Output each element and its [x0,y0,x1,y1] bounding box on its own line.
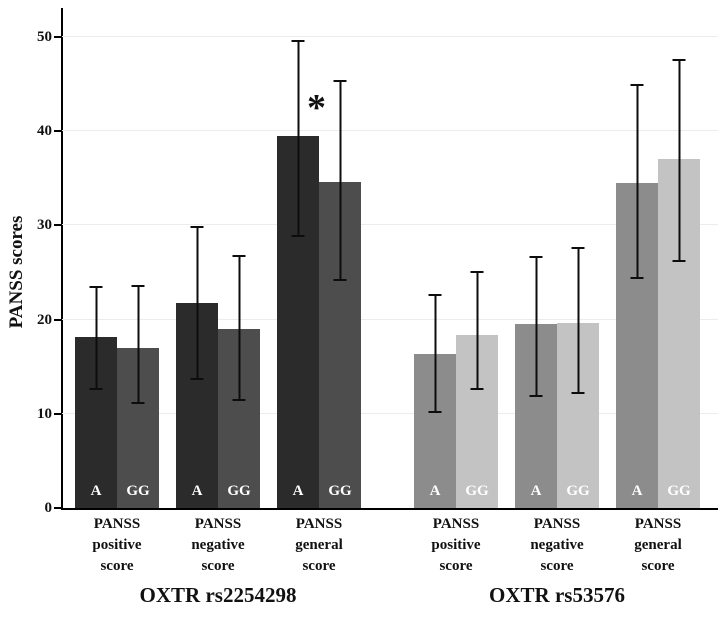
error-bar-rs2254298-general-a [291,39,305,237]
group-label-rs53576: OXTR rs53576 [489,583,625,607]
y-tick-mark [54,130,61,133]
allele-label-rs53576-positive-a: A [429,483,441,499]
y-tick-label: 0 [44,500,53,516]
category-label-rs53576-general: PANSS general score [634,516,682,574]
error-bar-rs2254298-negative-a [190,226,204,380]
group-label-rs2254298: OXTR rs2254298 [139,583,297,607]
allele-label-rs2254298-negative-a: A [191,483,203,499]
allele-label-rs2254298-negative-gg: GG [227,483,251,499]
significance-asterisk: * [306,86,326,129]
gridline [62,224,718,226]
allele-label-rs2254298-general-gg: GG [328,483,352,499]
error-bar-rs2254298-general-gg [333,80,347,281]
y-tick-label: 20 [37,311,52,328]
y-tick-mark [54,507,61,509]
gridline [62,318,718,320]
error-bar-rs2254298-negative-gg [232,254,246,401]
category-label-rs2254298-positive: PANSS positive score [92,516,142,574]
error-bar-rs2254298-positive-gg [131,284,145,405]
category-label-rs2254298-general: PANSS general score [295,516,343,574]
y-tick-mark [54,412,61,415]
y-tick-label: 40 [37,123,52,140]
plot-area: A GG A GG A GG * A GG A GG A GG [62,36,718,508]
y-tick-label: 30 [37,217,52,234]
category-label-rs2254298-negative: PANSS negative score [191,516,245,574]
y-tick-mark [54,36,61,38]
gridline [62,130,718,132]
category-label-rs53576-negative: PANSS negative score [530,516,584,574]
allele-label-rs53576-positive-gg: GG [465,483,489,499]
error-bar-rs53576-negative-a [529,255,543,398]
x-axis-line [61,508,718,510]
gridline [62,412,718,414]
category-label-rs53576-positive: PANSS positive score [431,516,481,574]
error-bar-rs53576-general-a [630,84,644,280]
error-bar-rs53576-negative-gg [571,247,585,395]
y-tick-label: 50 [37,29,52,45]
y-axis-line [61,8,63,510]
bar-rs2254298-positive-gg: GG [117,347,159,508]
allele-label-rs53576-negative-gg: GG [566,483,590,499]
allele-label-rs53576-negative-a: A [530,483,542,499]
error-bar-rs53576-positive-a [428,294,442,413]
y-tick-mark [54,318,61,321]
gridline [62,36,718,37]
allele-label-rs2254298-positive-a: A [90,483,102,499]
y-tick-mark [54,224,61,227]
y-tick-label: 10 [37,405,52,422]
error-bar-rs53576-positive-gg [470,270,484,391]
allele-label-rs2254298-general-a: A [292,483,304,499]
allele-label-rs53576-general-gg: GG [667,483,691,499]
bar-rs53576-positive-gg: GG [456,334,498,508]
allele-label-rs2254298-positive-gg: GG [126,483,150,499]
error-bar-rs2254298-positive-a [89,285,103,391]
error-bar-rs53576-general-gg [672,58,686,263]
allele-label-rs53576-general-a: A [631,483,643,499]
